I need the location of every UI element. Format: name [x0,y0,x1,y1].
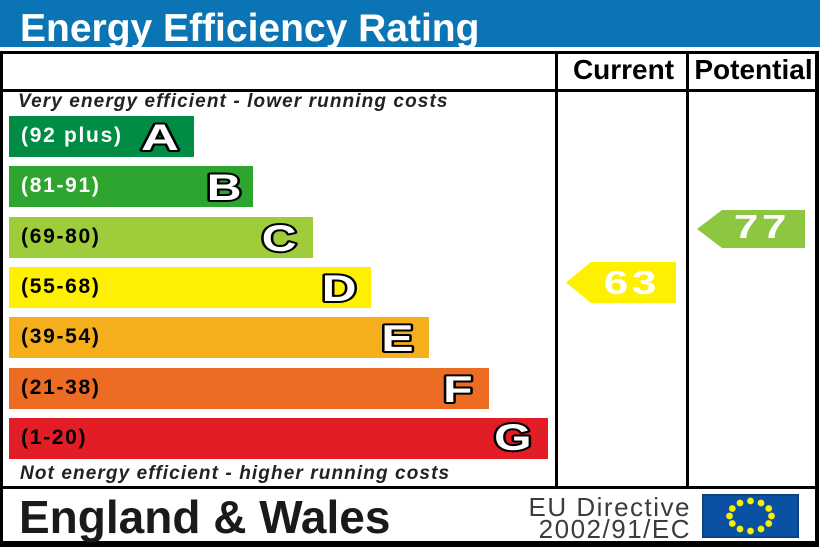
svg-text:E: E [381,318,413,359]
svg-text:D: D [322,268,357,309]
svg-text:F: F [443,369,472,410]
svg-text:G: G [494,417,531,458]
svg-text:B: B [207,167,242,208]
svg-text:C: C [262,218,297,259]
svg-text:A: A [141,117,179,159]
